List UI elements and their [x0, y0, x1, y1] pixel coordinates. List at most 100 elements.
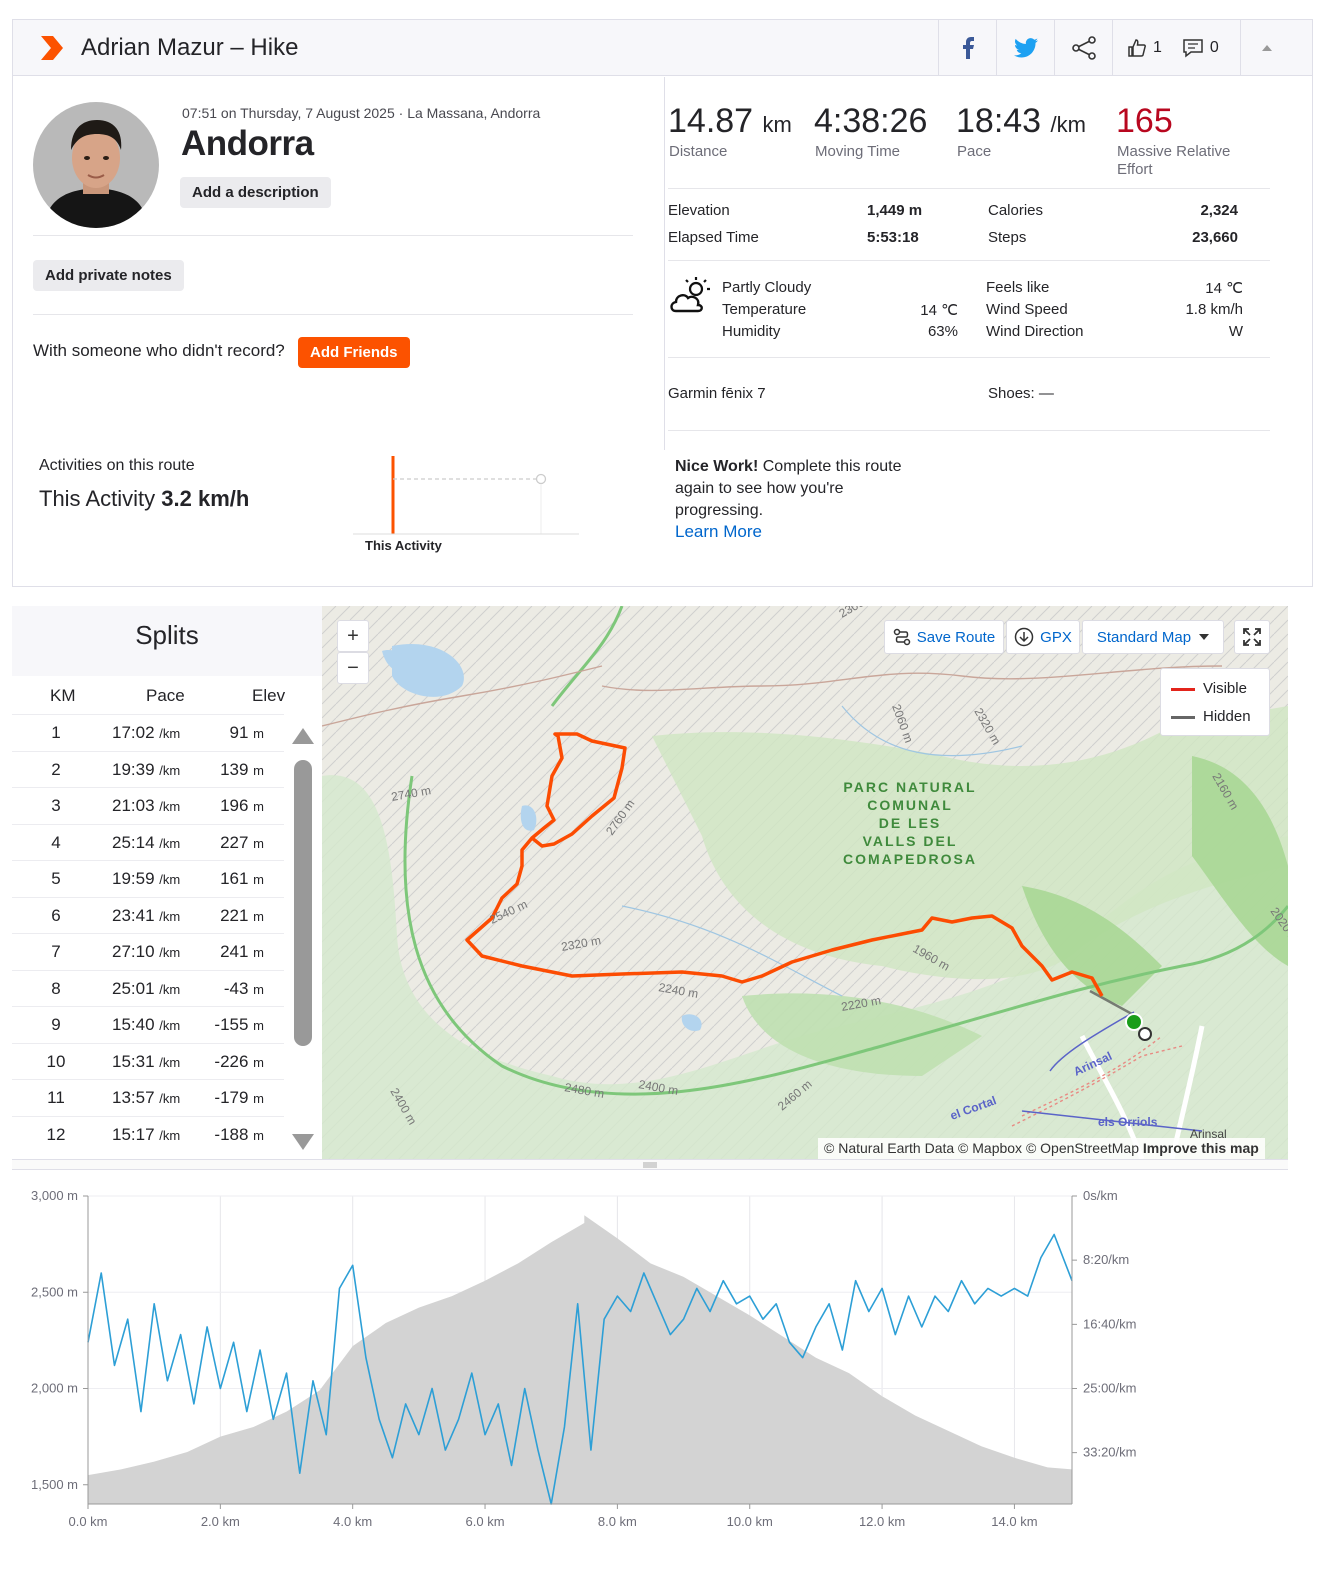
park-label: COMUNAL: [867, 797, 953, 813]
split-row[interactable]: 11 13:57 /km -179 m: [12, 1079, 284, 1115]
comment-count[interactable]: 0: [1209, 39, 1219, 56]
kudos-count[interactable]: 1: [1153, 39, 1162, 56]
split-km: 8: [51, 978, 61, 998]
split-row[interactable]: 10 15:31 /km -226 m: [12, 1042, 284, 1079]
resize-handle[interactable]: [12, 1159, 1288, 1170]
route-heading: Activities on this route: [39, 457, 195, 474]
legend-hidden-label: Hidden: [1203, 708, 1251, 725]
split-elev: -226 m: [214, 1051, 264, 1071]
elapsed-time-value: 5:53:18: [867, 229, 919, 246]
pace-value: 18:43: [956, 102, 1042, 140]
split-row[interactable]: 6 23:41 /km 221 m: [12, 896, 284, 933]
splits-panel: Splits KM Pace Elev 1 17:02 /km 91 m 2 19:39…: [12, 606, 322, 1159]
route-speed: This Activity 3.2 km/h: [39, 486, 249, 512]
download-icon: [1014, 627, 1034, 647]
split-elev: 196 m: [220, 796, 264, 815]
split-row[interactable]: 1 17:02 /km 91 m: [12, 714, 284, 750]
map-canvas[interactable]: 2740 m 2760 m 2540 m 2320 m 2240 m 1960 …: [322, 606, 1288, 1159]
split-row[interactable]: 8 25:01 /km -43 m: [12, 969, 284, 1006]
add-private-notes-button[interactable]: Add private notes: [33, 260, 184, 291]
contour-label: 2320 m: [560, 933, 602, 954]
split-elev: 221 m: [220, 905, 264, 925]
relative-effort-value[interactable]: 165: [1116, 102, 1173, 140]
divider: [33, 235, 633, 236]
add-friends-button[interactable]: Add Friends: [298, 337, 410, 368]
temperature-label: Temperature: [722, 301, 807, 318]
y-right-tick-label: 25:00/km: [1083, 1381, 1136, 1396]
split-row[interactable]: 12 15:17 /km -188 m: [12, 1115, 284, 1152]
split-km: 11: [47, 1088, 65, 1107]
gpx-label: GPX: [1040, 628, 1072, 646]
share-button[interactable]: [1054, 20, 1112, 76]
nice-work-text: Nice Work! Complete this route again to …: [675, 456, 935, 522]
col-km: KM: [50, 686, 76, 705]
distance-value: 14.87: [668, 102, 754, 140]
split-row[interactable]: 3 21:03 /km 196 m: [12, 787, 284, 823]
split-pace: 13:57 /km: [112, 1088, 181, 1107]
fullscreen-button[interactable]: [1234, 620, 1270, 654]
calories-label: Calories: [988, 202, 1044, 219]
park-label: DE LES: [879, 815, 942, 831]
divider: [668, 260, 1270, 261]
split-row[interactable]: 4 25:14 /km 227 m: [12, 823, 284, 860]
map-type-label: Standard Map: [1096, 628, 1192, 646]
split-row[interactable]: 2 19:39 /km 139 m: [12, 750, 284, 787]
thumbs-up-icon[interactable]: [1127, 38, 1147, 58]
split-pace: 27:10 /km: [112, 942, 181, 961]
y-right-tick-label: 16:40/km: [1083, 1316, 1136, 1331]
collapse-button[interactable]: [1240, 20, 1292, 76]
nice-work-heading: Nice Work!: [675, 458, 759, 475]
zoom-out-button[interactable]: −: [337, 652, 369, 684]
scroll-up-icon: [292, 728, 314, 744]
col-elev: Elev: [252, 686, 286, 705]
gpx-button[interactable]: GPX: [1006, 620, 1080, 654]
x-tick-label: 14.0 km: [991, 1514, 1037, 1529]
caret-down-icon: [1199, 634, 1210, 640]
map-type-select[interactable]: Standard Map: [1082, 620, 1224, 654]
wind-direction-value: W: [1228, 323, 1243, 340]
relative-effort-label: Massive Relative: [1117, 143, 1231, 160]
learn-more-link[interactable]: Learn More: [675, 522, 762, 541]
twitter-share-button[interactable]: [996, 20, 1054, 76]
map-attribution: © Natural Earth Data © Mapbox © OpenStre…: [818, 1138, 1265, 1159]
split-km: 6: [51, 905, 61, 925]
shoes-label: Shoes: —: [988, 385, 1054, 402]
scroll-thumb: [294, 760, 312, 1046]
attribution-text[interactable]: © Natural Earth Data © Mapbox © OpenStre…: [824, 1140, 1139, 1156]
elevation-pace-chart[interactable]: 0.0 km 2.0 km 4.0 km 6.0 km 8.0 km 10.0 km 12.…: [12, 1170, 1288, 1570]
contour-label: 2480 m: [563, 1080, 605, 1101]
contour-label: 2400 m: [637, 1077, 679, 1098]
divider: [33, 314, 633, 315]
activity-name[interactable]: Andorra: [181, 124, 314, 163]
finish-marker: [1138, 1027, 1152, 1041]
col-pace: Pace: [146, 686, 185, 705]
split-row[interactable]: 7 27:10 /km 241 m: [12, 933, 284, 969]
split-elev: 91 m: [229, 723, 264, 742]
split-elev: -43 m: [223, 978, 264, 998]
split-row[interactable]: 9 15:40 /km -155 m: [12, 1006, 284, 1042]
improve-map-link[interactable]: Improve this map: [1142, 1140, 1259, 1156]
pace-stat: 18:43 /km: [956, 102, 1086, 141]
zoom-in-button[interactable]: +: [337, 620, 369, 652]
facebook-share-button[interactable]: [938, 20, 996, 76]
route-map[interactable]: 2740 m 2760 m 2540 m 2320 m 2240 m 1960 …: [322, 606, 1288, 1159]
split-pace: 25:01 /km: [112, 978, 181, 998]
save-route-button[interactable]: Save Route: [884, 620, 1004, 654]
calories-value: 2,324: [1200, 202, 1238, 219]
split-km: 7: [51, 942, 61, 961]
splits-scrollbar[interactable]: [291, 724, 315, 1154]
add-description-button[interactable]: Add a description: [180, 177, 331, 208]
temperature-value: 14 ℃: [920, 302, 958, 319]
column-divider: [664, 77, 665, 450]
split-row[interactable]: 5 19:59 /km 161 m: [12, 860, 284, 896]
comment-icon[interactable]: [1182, 38, 1204, 58]
y-right-tick-label: 33:20/km: [1083, 1445, 1136, 1460]
chart-canvas[interactable]: 0.0 km 2.0 km 4.0 km 6.0 km 8.0 km 10.0 km 12.…: [12, 1170, 1288, 1570]
weather-condition: Partly Cloudy: [722, 279, 812, 296]
wind-speed-label: Wind Speed: [986, 301, 1068, 318]
x-tick-label: 0.0 km: [68, 1514, 107, 1529]
avatar[interactable]: [33, 102, 159, 228]
park-label: VALLS DEL: [863, 833, 958, 849]
split-elev: 241 m: [220, 942, 264, 961]
split-km: 12: [46, 1124, 66, 1144]
